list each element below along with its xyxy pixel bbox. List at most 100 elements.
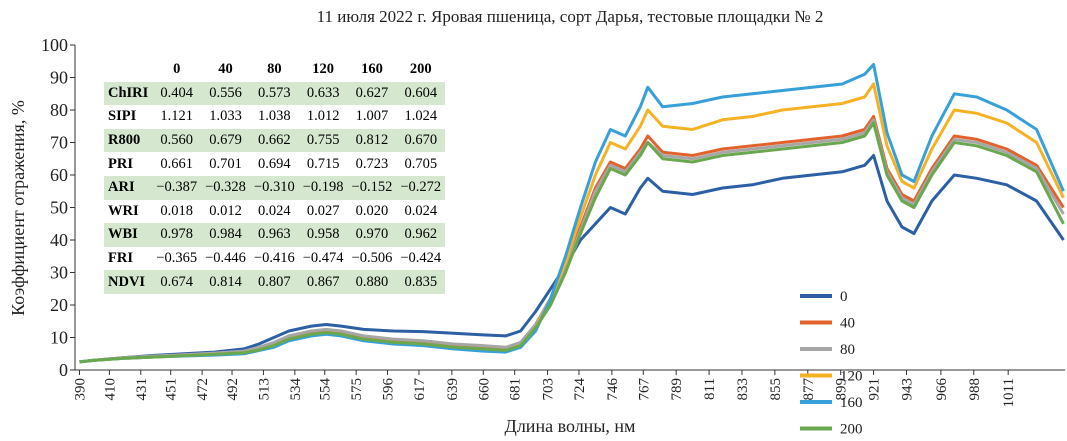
table-cell: −0.328 [201, 175, 250, 200]
y-axis-label: Коэффициент отражения, % [8, 100, 28, 316]
legend-label: 80 [840, 342, 855, 358]
table-cell: 0.024 [404, 202, 438, 219]
table-cell: 0.556 [201, 81, 250, 106]
table-cell: −0.506 [351, 250, 393, 267]
table-column-header: 80 [267, 61, 282, 78]
x-tick-label: 410 [102, 378, 118, 401]
y-tick-label: 0 [59, 360, 68, 380]
table-cell: 0.835 [396, 270, 446, 294]
table-cell: 0.812 [347, 128, 397, 153]
legend-label: 120 [840, 369, 863, 385]
table-row: PRI 0.661 0.701 0.694 0.715 0.723 0.705 [104, 152, 445, 176]
x-tick-label: 617 [412, 378, 428, 401]
table-row-header: WBI [104, 223, 153, 247]
table-cell: 0.984 [201, 223, 250, 247]
y-tick-label: 80 [50, 100, 68, 120]
legend-label: 200 [840, 422, 863, 438]
table-row: WBI 0.978 0.984 0.963 0.958 0.970 0.962 [104, 223, 446, 247]
x-tick-label: 724 [572, 378, 588, 401]
table-cell: 0.604 [396, 81, 446, 106]
table-column-header: 120 [312, 61, 335, 78]
table-cell: 1.012 [306, 108, 340, 125]
x-tick-label: 703 [541, 378, 557, 401]
table-cell: 0.958 [298, 223, 348, 247]
chart-title: 11 июля 2022 г. Яровая пшеница, сорт Дар… [317, 7, 824, 26]
table-cell: 1.033 [209, 108, 242, 125]
x-axis-label: Длина волны, нм [505, 416, 636, 436]
legend-label: 0 [840, 289, 848, 305]
x-tick-label: 534 [288, 378, 304, 401]
table-column-header: 0 [173, 61, 181, 78]
table-cell: 0.970 [347, 223, 397, 247]
x-tick-label: 1011 [1001, 378, 1017, 407]
y-tick-label: 40 [50, 230, 68, 250]
y-tick-label: 30 [50, 263, 68, 283]
table-cell: 0.715 [306, 155, 340, 172]
table-cell: 0.694 [258, 155, 291, 172]
table-row-header: FRI [108, 250, 133, 267]
table-row-header: PRI [108, 155, 133, 172]
x-tick-label: 811 [702, 378, 718, 400]
x-tick-label: 899 [834, 378, 850, 401]
table-cell: 0.962 [396, 223, 446, 247]
x-tick-label: 660 [476, 378, 492, 401]
table-cell: 0.661 [160, 155, 194, 172]
table-cell: 0.880 [347, 270, 397, 294]
table-cell: −0.310 [249, 175, 299, 200]
table-cell: 0.560 [152, 128, 202, 153]
x-tick-label: 492 [225, 378, 241, 401]
x-tick-label: 431 [134, 378, 150, 401]
table-cell: 0.679 [201, 128, 250, 153]
table-cell: −0.272 [396, 175, 446, 200]
table-cell: 1.038 [258, 108, 291, 125]
table-row-header: WRI [108, 202, 139, 219]
x-tick-label: 767 [636, 378, 652, 401]
table-row-header: SIPI [108, 108, 137, 125]
series-line [79, 121, 1065, 364]
table-cell: 0.978 [152, 223, 202, 247]
table-cell: 0.670 [396, 128, 446, 153]
table-cell: 0.963 [249, 223, 299, 247]
table-column-header: 200 [409, 61, 432, 78]
table-cell: −0.198 [298, 175, 348, 200]
table-cell: 0.027 [306, 202, 340, 219]
table-cell: 0.627 [347, 81, 397, 106]
x-tick-label: 390 [72, 378, 88, 401]
table-cell: 1.024 [404, 108, 438, 125]
table-row-header: ChIRI [104, 81, 153, 106]
x-tick-label: 575 [349, 378, 365, 401]
x-tick-label: 554 [318, 378, 334, 401]
table-row: ARI −0.387 −0.328 −0.310 −0.198 −0.152 −0.272 [104, 175, 446, 200]
x-tick-label: 746 [605, 378, 621, 401]
x-tick-label: 988 [967, 378, 983, 401]
x-tick-label: 943 [899, 378, 915, 401]
table-cell: 0.814 [201, 270, 250, 294]
table-cell: 0.807 [249, 270, 299, 294]
table-row: R800 0.560 0.679 0.662 0.755 0.812 0.670 [104, 128, 446, 153]
y-tick-label: 50 [50, 198, 68, 218]
table-cell: 0.674 [152, 270, 202, 294]
table-cell: 1.007 [355, 108, 389, 125]
table-cell: 0.755 [298, 128, 348, 153]
table-cell: −0.365 [156, 250, 198, 267]
table-column-header: 160 [361, 61, 383, 78]
table-column-header: 40 [218, 61, 233, 78]
table-cell: 0.662 [249, 128, 299, 153]
table-row: FRI −0.365 −0.446 −0.416 −0.474 −0.506 −0.424 [104, 247, 445, 271]
table-cell: 0.573 [249, 81, 299, 106]
y-tick-label: 20 [50, 295, 68, 315]
table-header-row: 0 40 80 120 160 200 [104, 58, 445, 82]
table-row-header: NDVI [104, 270, 153, 294]
x-tick-label: 639 [445, 378, 461, 401]
table-cell: −0.152 [347, 175, 397, 200]
table-cell: 0.705 [404, 155, 438, 172]
table-cell: −0.446 [205, 250, 246, 267]
index-table: 0 40 80 120 160 200 ChIRI 0.404 0.556 0.573 0.633 0… [104, 58, 446, 294]
x-tick-label: 833 [735, 378, 751, 401]
table-cell: 0.867 [298, 270, 348, 294]
table-cell: 0.024 [258, 202, 291, 219]
series-line [79, 154, 1065, 364]
table-cell: 0.701 [209, 155, 242, 172]
x-tick-label: 513 [256, 378, 272, 401]
legend-label: 160 [840, 395, 863, 411]
